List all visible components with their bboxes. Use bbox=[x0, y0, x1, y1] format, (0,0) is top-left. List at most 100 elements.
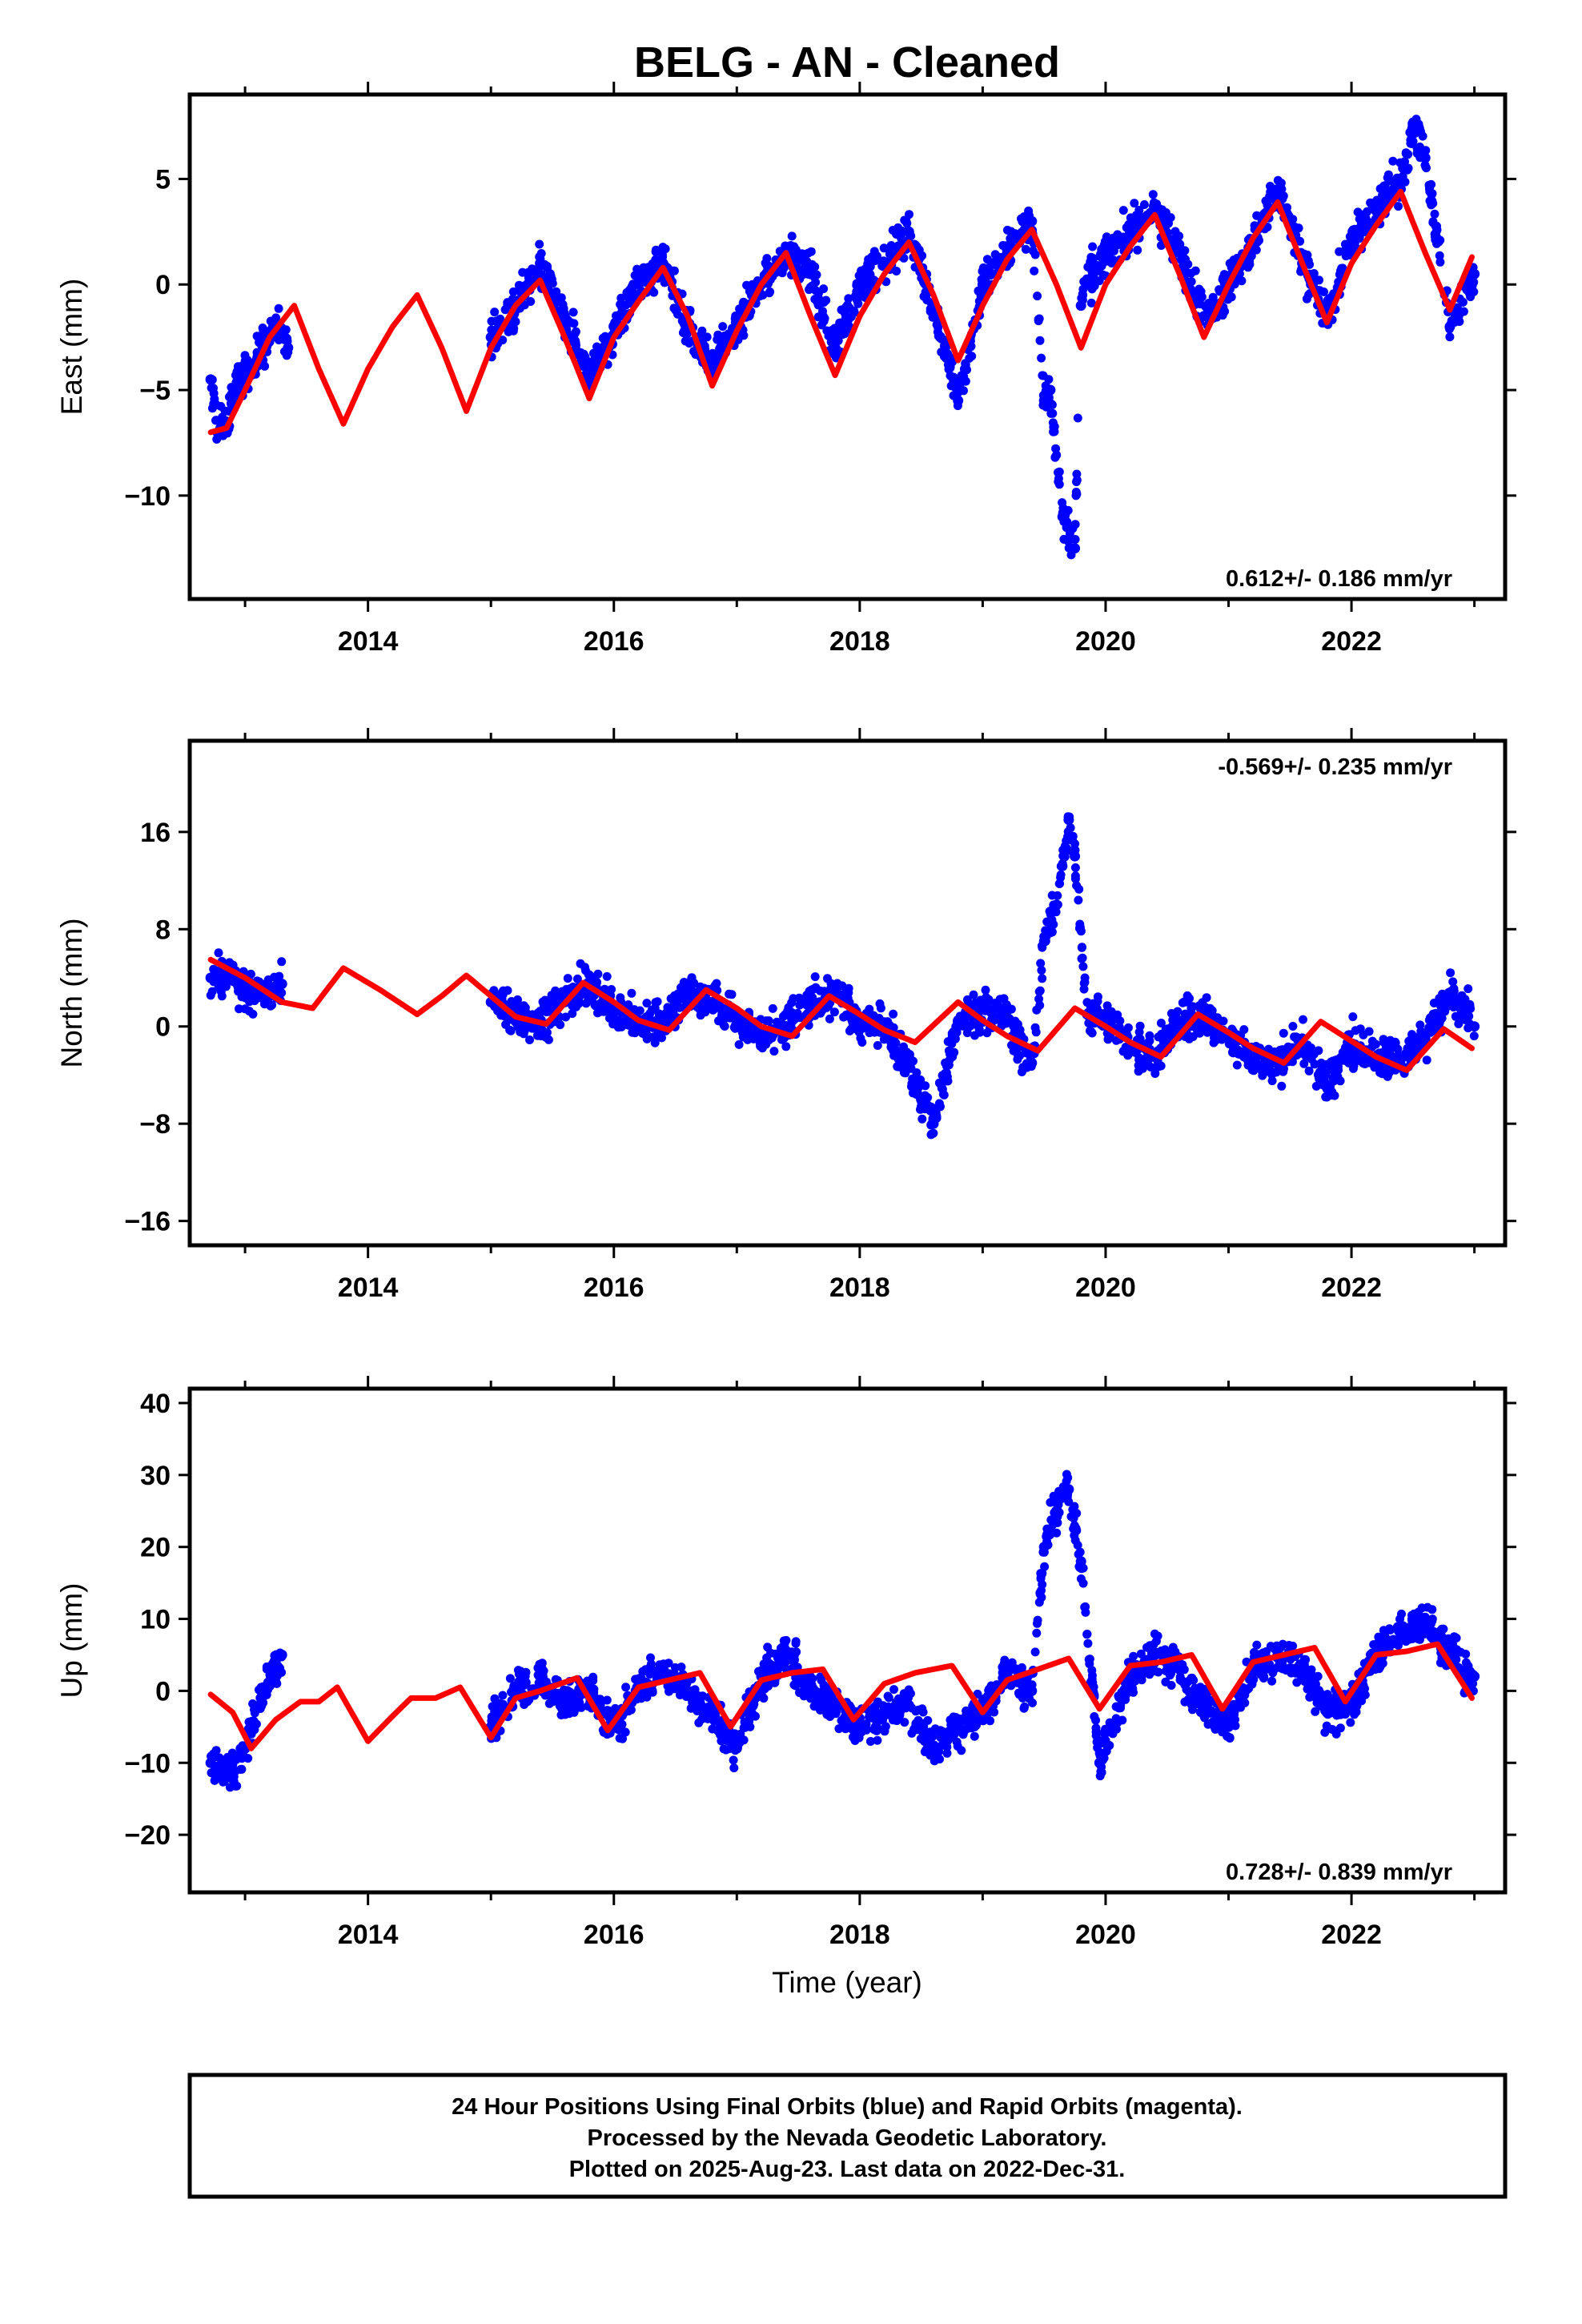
up-scatter-point bbox=[717, 1736, 726, 1746]
north-scatter-point bbox=[214, 948, 223, 958]
east-scatter-point bbox=[1349, 240, 1359, 250]
up-scatter-point bbox=[869, 1705, 879, 1715]
north-scatter-point bbox=[251, 993, 261, 1003]
east-scatter-point bbox=[1411, 115, 1421, 124]
north-scatter-point bbox=[1077, 943, 1086, 952]
north-scatter-point bbox=[1031, 1027, 1041, 1037]
east-scatter-point bbox=[1030, 250, 1040, 259]
east-scatter-point bbox=[1078, 284, 1088, 294]
east-scatter-point bbox=[1086, 298, 1096, 308]
north-scatter-point bbox=[209, 973, 218, 983]
east-scatter-point bbox=[1397, 172, 1407, 182]
up-scatter-point bbox=[498, 1691, 508, 1700]
east-scatter-point bbox=[1247, 251, 1256, 261]
north-scatter-point bbox=[1328, 1073, 1338, 1083]
north-scatter-point bbox=[696, 982, 705, 991]
up-scatter-point bbox=[781, 1664, 791, 1674]
east-scatter-point bbox=[1078, 296, 1087, 305]
north-scatter-point bbox=[1160, 1032, 1170, 1042]
east-scatter-point bbox=[651, 255, 661, 264]
east-scatter-point bbox=[669, 304, 679, 313]
east-scatter-point bbox=[787, 231, 797, 241]
up-scatter-point bbox=[688, 1698, 697, 1707]
up-scatter-point bbox=[955, 1727, 965, 1736]
north-scatter-point bbox=[920, 1101, 930, 1111]
up-scatter-point bbox=[250, 1708, 259, 1718]
east-scatter-point bbox=[1049, 427, 1058, 436]
up-scatter-point bbox=[936, 1726, 946, 1735]
east-scatter-point bbox=[1227, 292, 1236, 302]
up-scatter-point bbox=[957, 1746, 966, 1755]
north-scatter-point bbox=[1202, 993, 1211, 1003]
up-scatter-point bbox=[858, 1723, 868, 1733]
north-scatter-point bbox=[843, 994, 853, 1003]
up-scatter-point bbox=[1063, 1490, 1073, 1499]
up-scatter-point bbox=[690, 1685, 700, 1695]
east-scatter-point bbox=[833, 344, 842, 354]
east-scatter-point bbox=[897, 226, 906, 235]
east-scatter-point bbox=[906, 231, 916, 241]
north-scatter-point bbox=[536, 1007, 545, 1016]
east-scatter-point bbox=[1408, 137, 1418, 146]
up-scatter-point bbox=[1052, 1528, 1062, 1538]
east-scatter-point bbox=[1421, 163, 1431, 172]
north-scatter-point bbox=[642, 1034, 652, 1043]
east-scatter-point bbox=[1051, 444, 1061, 453]
north-scatter-point bbox=[1078, 953, 1087, 963]
north-scatter-point bbox=[761, 1016, 771, 1026]
up-scatter-point bbox=[227, 1771, 236, 1781]
east-scatter-point bbox=[1203, 306, 1212, 316]
east-scatter-point bbox=[980, 267, 990, 276]
north-scatter-point bbox=[1142, 1052, 1152, 1062]
north-scatter-point bbox=[627, 988, 636, 998]
north-scatter-point bbox=[891, 1038, 901, 1047]
north-scatter-point bbox=[821, 1003, 831, 1012]
up-scatter-point bbox=[1036, 1574, 1046, 1583]
east-scatter-point bbox=[1401, 149, 1411, 159]
east-scatter-point bbox=[1170, 233, 1180, 243]
up-scatter-point bbox=[781, 1635, 791, 1645]
east-scatter-point bbox=[1070, 543, 1080, 553]
north-scatter-point bbox=[1464, 1011, 1474, 1021]
north-scatter-point bbox=[654, 1009, 664, 1019]
east-points-layer bbox=[205, 115, 1480, 560]
north-scatter-point bbox=[244, 1007, 254, 1016]
east-scatter-point bbox=[1309, 269, 1319, 278]
east-scatter-point bbox=[577, 359, 587, 368]
up-scatter-point bbox=[1063, 1473, 1073, 1482]
east-scatter-point bbox=[585, 376, 595, 386]
north-scatter-point bbox=[1210, 1012, 1219, 1022]
east-scatter-point bbox=[1427, 197, 1436, 206]
east-scatter-point bbox=[545, 269, 555, 279]
up-scatter-point bbox=[272, 1655, 282, 1663]
up-scatter-point bbox=[942, 1740, 951, 1750]
east-x-tick-label: 2014 bbox=[338, 626, 399, 657]
east-scatter-point bbox=[598, 333, 608, 343]
north-scatter-point bbox=[1431, 1009, 1440, 1019]
east-scatter-point bbox=[1018, 217, 1027, 227]
east-scatter-point bbox=[540, 259, 549, 269]
up-scatter-point bbox=[725, 1735, 733, 1744]
north-model-layer bbox=[207, 956, 1475, 1073]
north-scatter-point bbox=[1038, 974, 1047, 983]
up-scatter-point bbox=[516, 1673, 526, 1683]
east-scatter-point bbox=[1208, 292, 1218, 302]
north-scatter-point bbox=[1080, 973, 1090, 983]
up-scatter-point bbox=[211, 1746, 221, 1755]
north-scatter-point bbox=[1046, 910, 1055, 919]
north-scatter-point bbox=[1005, 1014, 1014, 1023]
up-scatter-point bbox=[1034, 1598, 1044, 1607]
east-scatter-point bbox=[841, 325, 850, 335]
east-scatter-point bbox=[958, 372, 968, 381]
east-scatter-point bbox=[1245, 259, 1255, 269]
east-scatter-point bbox=[1094, 276, 1104, 286]
north-scatter-point bbox=[1211, 1028, 1220, 1038]
north-scatter-point bbox=[1228, 1045, 1238, 1055]
north-scatter-point bbox=[1446, 968, 1456, 978]
up-scatter-point bbox=[942, 1748, 952, 1758]
east-scatter-point bbox=[216, 401, 226, 411]
up-scatter-point bbox=[729, 1763, 739, 1773]
east-scatter-point bbox=[667, 266, 677, 275]
up-scatter-point bbox=[598, 1706, 608, 1715]
